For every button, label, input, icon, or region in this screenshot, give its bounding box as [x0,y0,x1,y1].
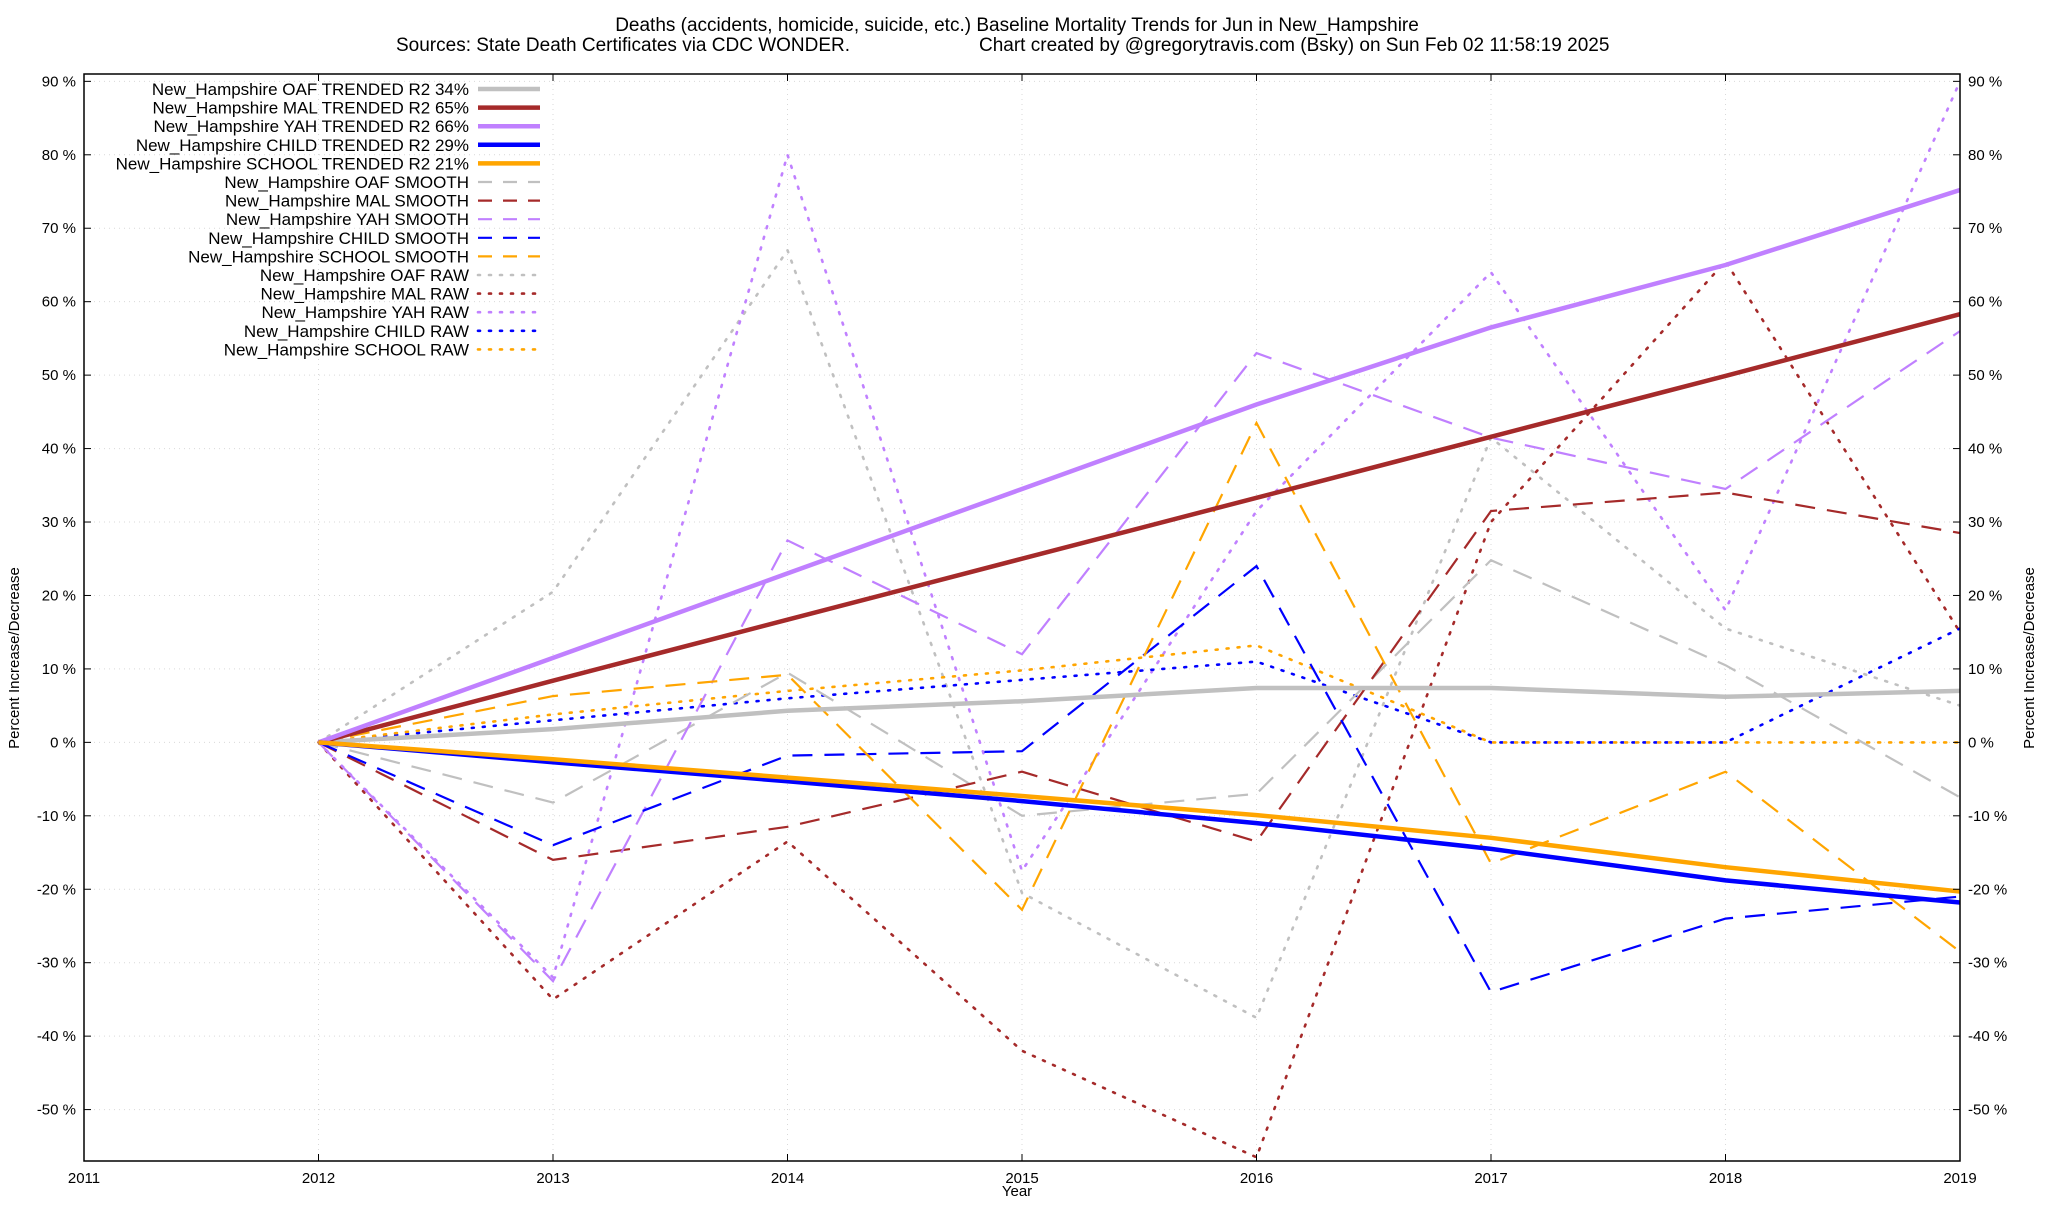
legend-entry-label: New_Hampshire OAF SMOOTH [224,173,469,192]
y-tick-label: 70 % [42,220,76,237]
y2-tick-label: 20 % [1968,587,2002,604]
y2-tick-label: -50 % [1968,1102,2007,1119]
series-line-new-hampshire-yah-trended-r2-66 [317,187,1960,745]
y-tick-label: -10 % [37,808,76,825]
chart-subtitle-credit: Chart created by @gregorytravis.com (Bsk… [979,35,1609,56]
x-tick-label: 2017 [1474,1170,1507,1187]
x-tick-label: 2011 [68,1170,100,1187]
chart-subtitle-sources: Sources: State Death Certificates via CD… [396,35,850,56]
x-tick-label: 2012 [302,1170,335,1187]
y-tick-label: 10 % [42,661,76,678]
y2-tick-label: 0 % [1968,734,1994,751]
y-tick-label: -40 % [37,1028,76,1045]
y2-tick-label: -40 % [1968,1028,2007,1045]
series-layer [317,80,1960,1160]
y2-tick-label: 80 % [1968,147,2002,164]
legend-entry-label: New_Hampshire SCHOOL SMOOTH [188,247,469,266]
x-tick-label: 2014 [771,1170,804,1187]
series-line-new-hampshire-yah-raw [317,80,1960,980]
y-tick-label: -50 % [37,1102,76,1119]
series-line-new-hampshire-mal-raw [317,259,1960,1160]
y2-tick-label: -10 % [1968,808,2007,825]
chart-title: Deaths (accidents, homicide, suicide, et… [615,15,1419,36]
legend-entry-label: New_Hampshire YAH RAW [261,303,469,322]
y2-tick-label: -30 % [1968,955,2007,972]
x-tick-label: 2013 [536,1170,569,1187]
x-tick-label: 2015 [1005,1170,1038,1187]
series-line-new-hampshire-school-smooth [318,420,1960,953]
series-line-new-hampshire-mal-smooth [318,491,1960,862]
y-axis-label: Percent Increase/Decrease [6,567,23,749]
y-tick-label: 80 % [42,147,76,164]
series-line-new-hampshire-mal-trended-r2-65 [317,312,1960,745]
legend-entry-label: New_Hampshire CHILD RAW [244,322,469,341]
y-tick-label: -20 % [37,881,76,898]
y2-tick-label: 50 % [1968,367,2002,384]
legend-entry-label: New_Hampshire CHILD SMOOTH [208,229,469,248]
x-tick-label: 2016 [1240,1170,1273,1187]
legend: New_Hampshire OAF TRENDED R2 34%New_Hamp… [116,80,542,359]
legend-entry-label: New_Hampshire OAF RAW [260,266,469,285]
y2-tick-label: 30 % [1968,514,2002,531]
legend-entry-label: New_Hampshire SCHOOL TRENDED R2 21% [116,154,469,173]
series-line-new-hampshire-oaf-raw [317,247,1960,1020]
y-tick-label: 50 % [42,367,76,384]
legend-entry-label: New_Hampshire YAH SMOOTH [226,210,469,229]
x-tick-label: 2018 [1709,1170,1742,1187]
legend-entry-label: New_Hampshire MAL TRENDED R2 65% [153,99,470,118]
series-line-new-hampshire-child-trended-r2-29 [318,740,1960,905]
y2-axis-label: Percent Increase/Decrease [2021,567,2038,749]
tick-layer: 2011 2012 2013 2014 2015 2016 2017 2018 2019 -50 … [37,73,2007,1187]
series-line-new-hampshire-yah-smooth [317,330,1960,983]
series-line-new-hampshire-oaf-trended-r2-34 [318,685,1960,745]
series-line-new-hampshire-school-raw [317,644,1960,744]
y2-tick-label: -20 % [1968,881,2007,898]
x-axis-label: Year [1002,1183,1032,1200]
y-tick-label: 60 % [42,294,76,311]
y2-tick-label: 40 % [1968,441,2002,458]
y2-tick-label: 60 % [1968,294,2002,311]
y-tick-label: 30 % [42,514,76,531]
y-tick-label: 20 % [42,587,76,604]
y2-tick-label: 10 % [1968,661,2002,678]
series-line-new-hampshire-child-raw [317,627,1960,744]
y-tick-label: 40 % [42,441,76,458]
legend-entry-label: New_Hampshire SCHOOL RAW [224,340,469,359]
y-tick-label: 90 % [42,73,76,90]
x-tick-label: 2019 [1943,1170,1976,1187]
legend-entry-label: New_Hampshire YAH TRENDED R2 66% [153,117,469,136]
y-tick-label: -30 % [37,955,76,972]
y2-tick-label: 70 % [1968,220,2002,237]
series-line-new-hampshire-school-trended-r2-21 [318,740,1960,894]
y-tick-label: 0 % [50,734,76,751]
legend-entry-label: New_Hampshire OAF TRENDED R2 34% [152,80,469,99]
y2-tick-label: 90 % [1968,73,2002,90]
legend-entry-label: New_Hampshire CHILD TRENDED R2 29% [136,136,469,155]
legend-entry-label: New_Hampshire MAL SMOOTH [225,192,469,211]
legend-entry-label: New_Hampshire MAL RAW [261,285,469,304]
series-line-new-hampshire-child-smooth [318,564,1960,994]
